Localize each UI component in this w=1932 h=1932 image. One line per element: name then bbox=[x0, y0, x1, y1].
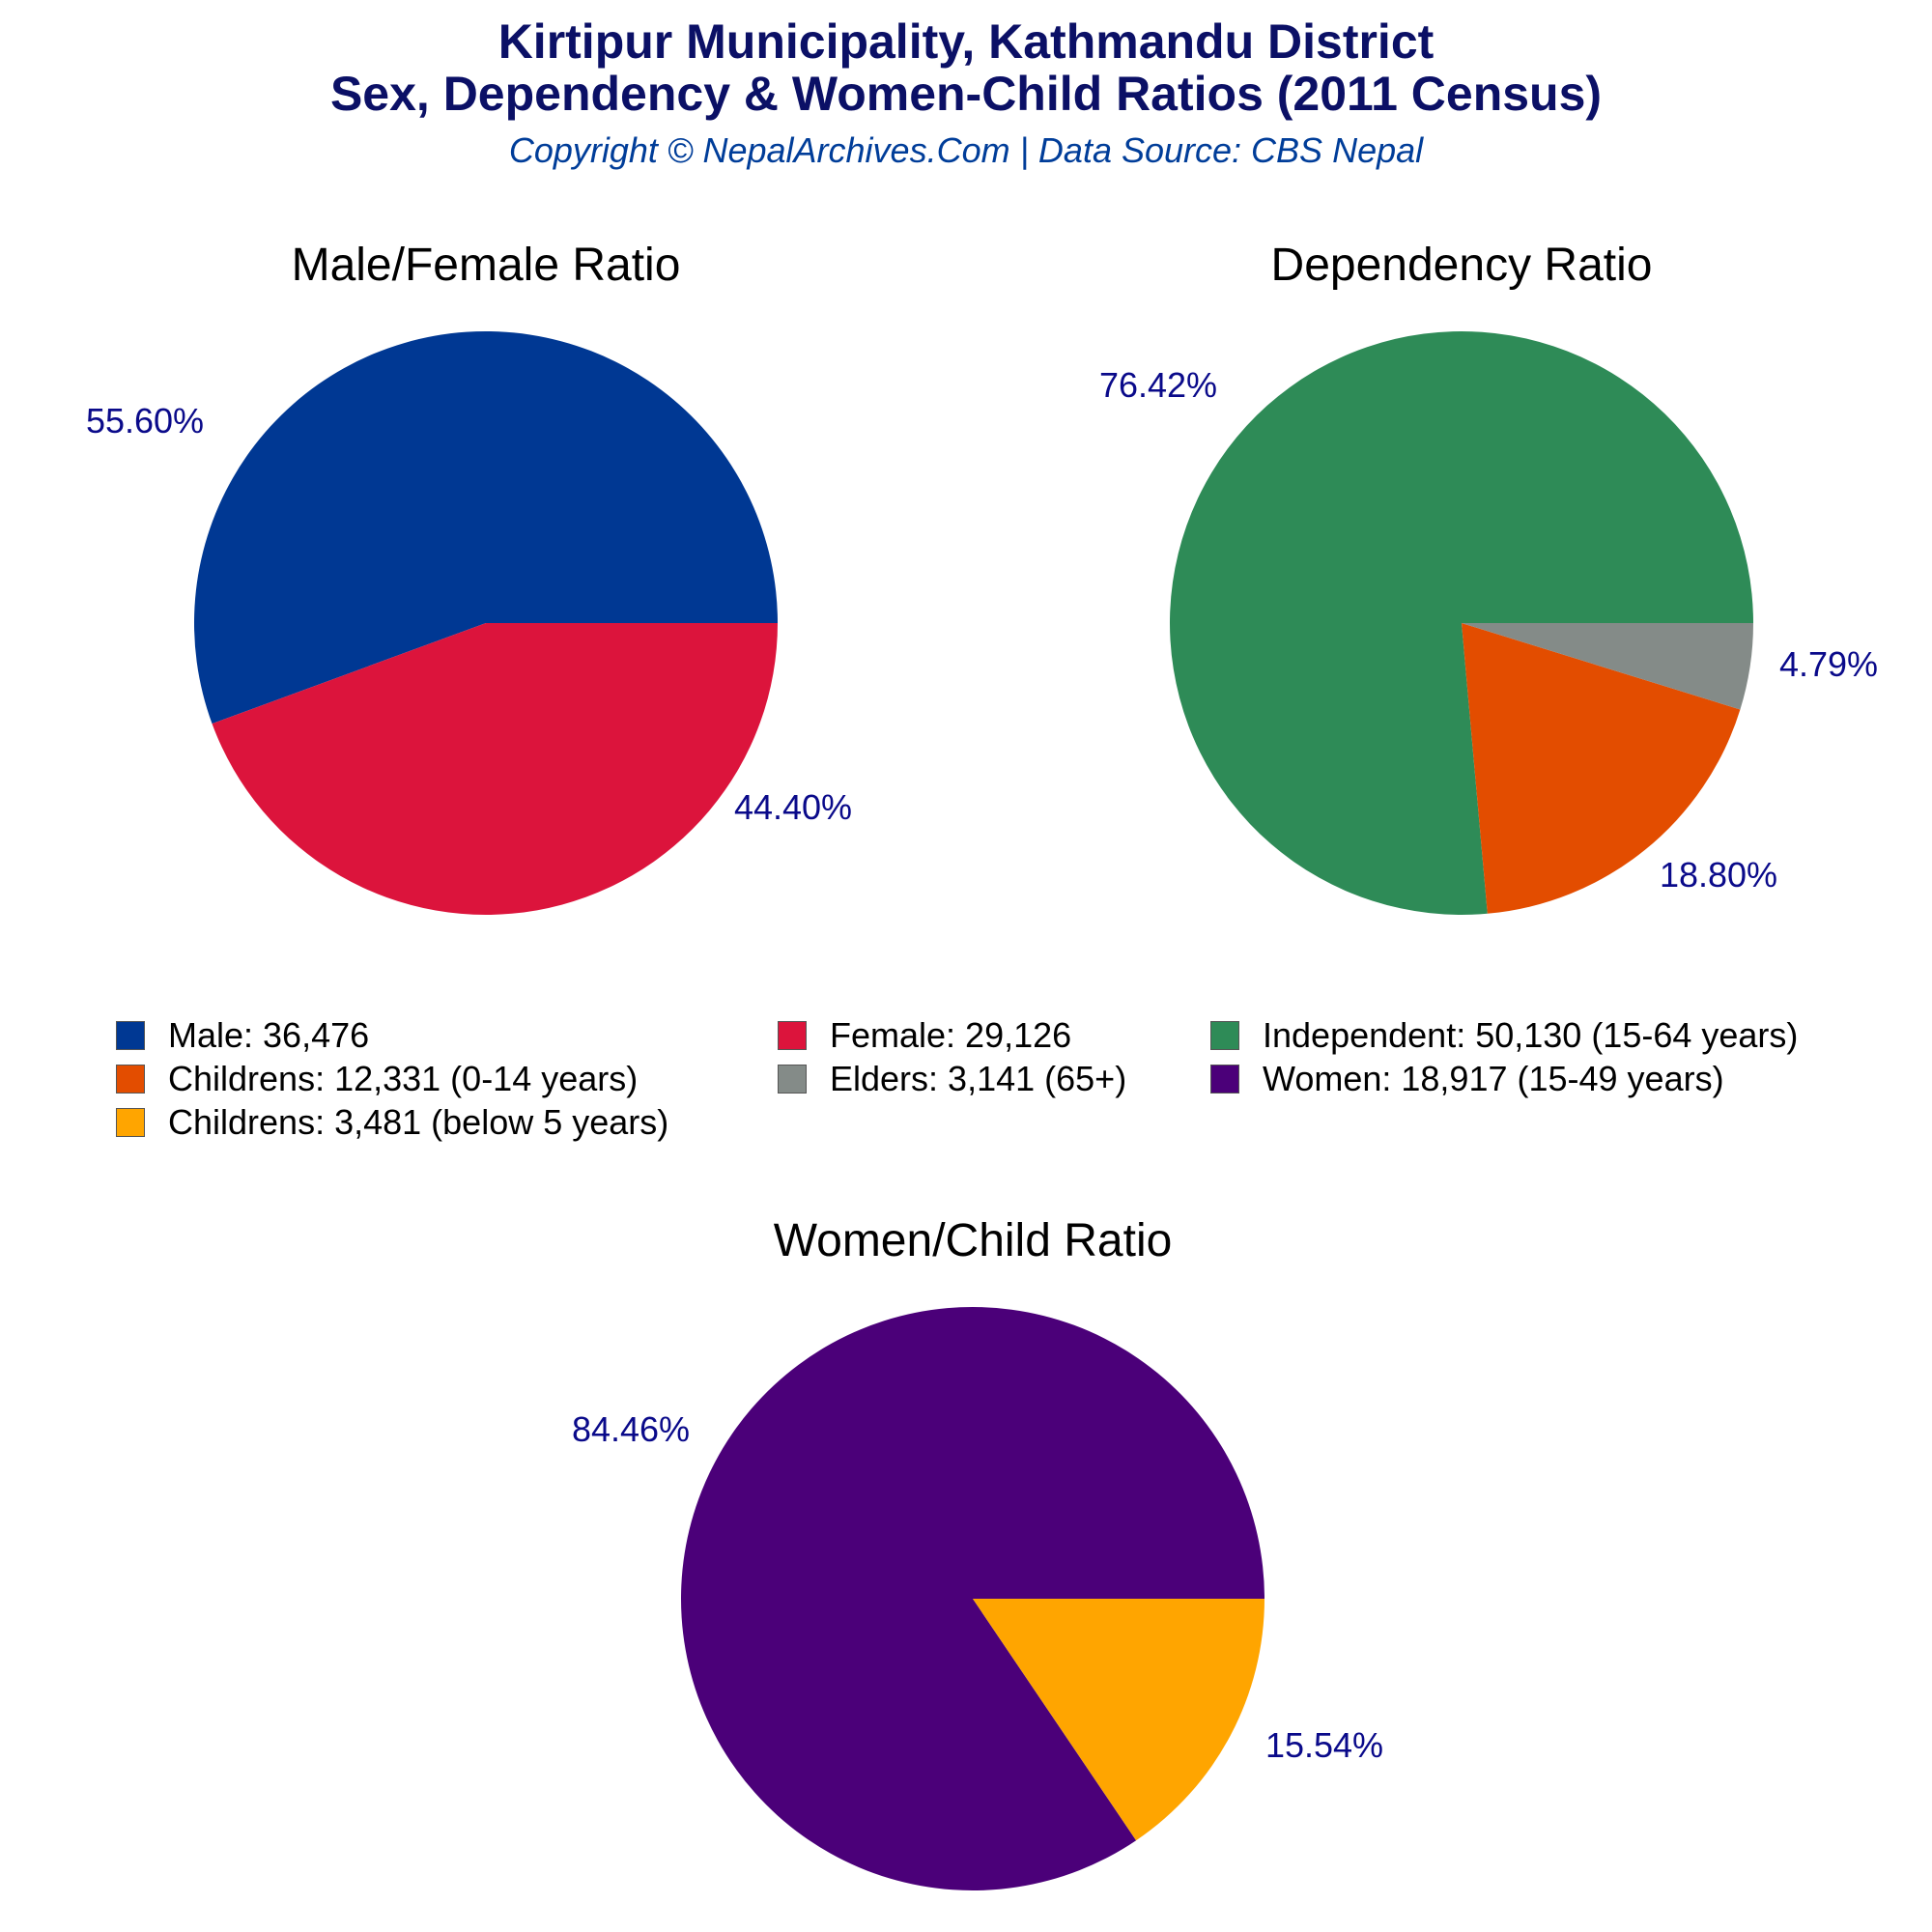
pie-slice bbox=[212, 623, 779, 915]
pie-title: Male/Female Ratio bbox=[292, 240, 681, 291]
chart-title-line1: Kirtipur Municipality, Kathmandu Distric… bbox=[497, 14, 1435, 69]
pie-percent-label: 55.60% bbox=[86, 401, 204, 440]
chart-subtitle: Copyright © NepalArchives.Com | Data Sou… bbox=[508, 130, 1424, 170]
pie-percent-label: 76.42% bbox=[1099, 365, 1217, 405]
pie-percent-label: 15.54% bbox=[1265, 1725, 1383, 1765]
pie-percent-label: 18.80% bbox=[1660, 855, 1777, 895]
pie-percent-label: 84.46% bbox=[572, 1409, 690, 1449]
pie-slice bbox=[193, 330, 778, 724]
pie-percent-label: 4.79% bbox=[1779, 644, 1878, 684]
chart-title-line2: Sex, Dependency & Women-Child Ratios (20… bbox=[329, 67, 1603, 121]
pie-slice bbox=[973, 1599, 1264, 1841]
pie-title: Women/Child Ratio bbox=[774, 1215, 1173, 1266]
pie-slice bbox=[1462, 623, 1741, 914]
pie-title: Dependency Ratio bbox=[1271, 240, 1653, 291]
pie-slice bbox=[1462, 623, 1753, 710]
pie-percent-label: 44.40% bbox=[734, 787, 852, 827]
